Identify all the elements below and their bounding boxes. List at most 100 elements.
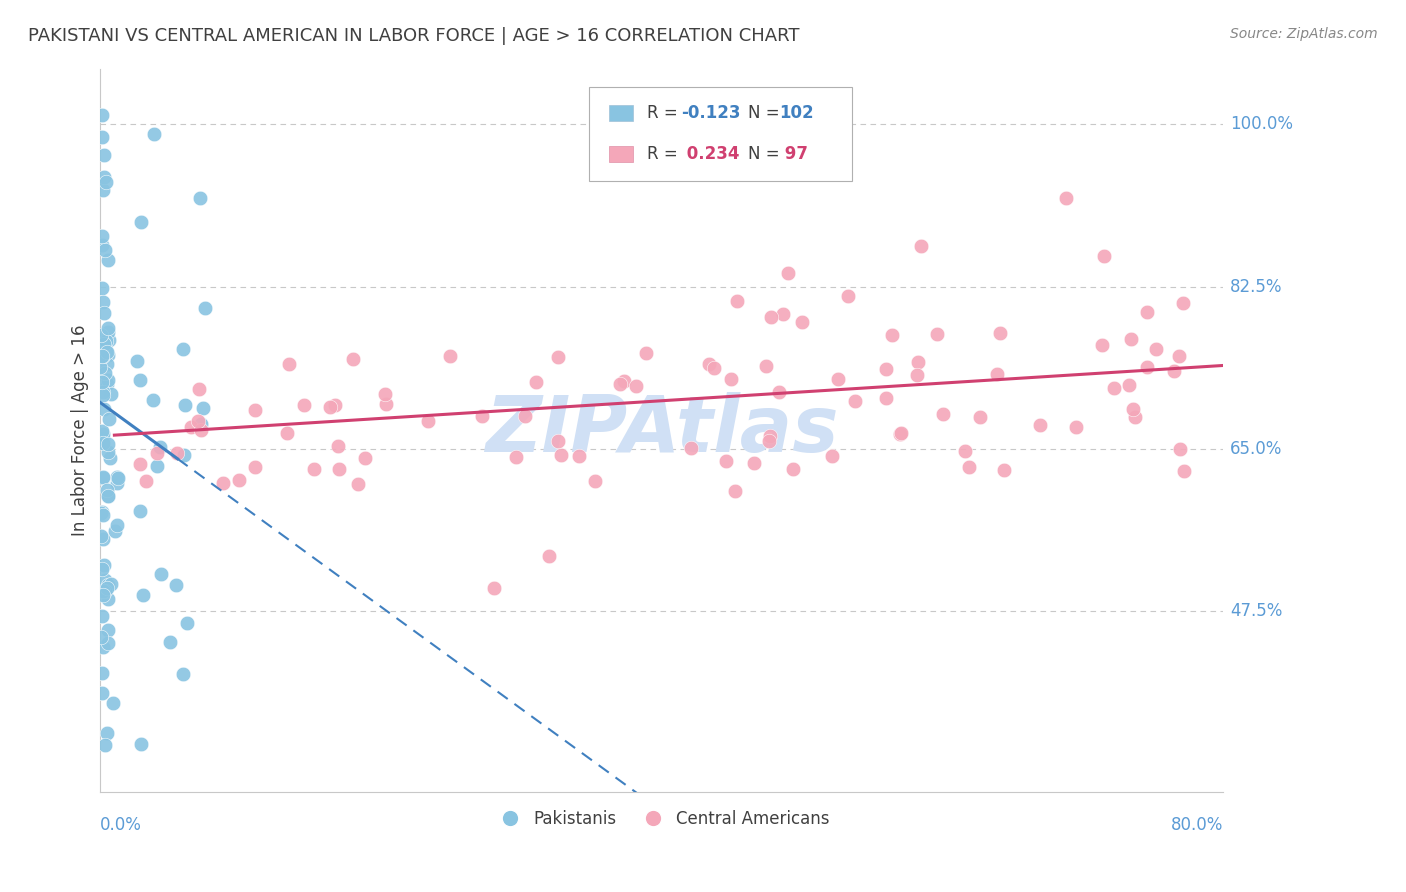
Point — [105, 517, 128, 532]
Point — [1119, 332, 1142, 346]
Point — [714, 453, 737, 467]
Text: 80.0%: 80.0% — [1170, 815, 1223, 834]
FancyBboxPatch shape — [609, 105, 634, 121]
Point — [609, 377, 631, 392]
Legend: Pakistanis, Central Americans: Pakistanis, Central Americans — [486, 804, 837, 835]
Text: 65.0%: 65.0% — [1230, 440, 1282, 458]
Point — [375, 397, 398, 411]
Point — [758, 434, 780, 448]
Point — [228, 473, 250, 487]
Text: 102: 102 — [779, 104, 814, 122]
Point — [720, 372, 742, 386]
Point — [1104, 381, 1126, 395]
Point — [180, 419, 202, 434]
Text: 100.0%: 100.0% — [1230, 115, 1292, 133]
Point — [1122, 402, 1144, 417]
Point — [150, 567, 173, 582]
Text: PAKISTANI VS CENTRAL AMERICAN IN LABOR FORCE | AGE > 16 CORRELATION CHART: PAKISTANI VS CENTRAL AMERICAN IN LABOR F… — [28, 27, 800, 45]
Point — [524, 375, 547, 389]
Point — [190, 423, 212, 437]
Point — [105, 475, 128, 490]
Point — [90, 529, 112, 543]
Point — [188, 191, 211, 205]
Text: ZIPAtlas: ZIPAtlas — [485, 392, 838, 468]
Point — [91, 470, 114, 484]
Point — [837, 289, 859, 303]
Point — [538, 549, 561, 563]
Point — [243, 460, 266, 475]
Point — [91, 349, 114, 363]
Point — [776, 266, 799, 280]
Point — [90, 506, 112, 520]
Point — [128, 457, 150, 471]
Point — [890, 425, 912, 440]
Point — [142, 392, 165, 407]
Point — [953, 444, 976, 458]
Point — [91, 427, 114, 442]
Text: 82.5%: 82.5% — [1230, 277, 1282, 295]
Point — [1091, 338, 1114, 352]
Point — [93, 306, 115, 320]
Point — [172, 343, 194, 357]
Point — [135, 475, 157, 489]
Point — [96, 377, 118, 392]
Point — [105, 470, 128, 484]
Point — [634, 345, 657, 359]
Point — [755, 359, 778, 373]
Point — [471, 409, 494, 423]
Point — [1136, 359, 1159, 374]
Point — [90, 238, 112, 252]
Point — [94, 366, 117, 380]
Point — [90, 686, 112, 700]
Point — [907, 355, 929, 369]
Point — [159, 634, 181, 648]
Point — [97, 347, 120, 361]
Point — [90, 342, 112, 356]
Point — [96, 437, 118, 451]
Point — [89, 359, 111, 374]
Point — [328, 462, 350, 476]
Point — [97, 490, 120, 504]
Point — [97, 373, 120, 387]
Point — [790, 315, 813, 329]
Point — [90, 228, 112, 243]
Point — [292, 398, 315, 412]
Point — [1064, 420, 1087, 434]
Point — [187, 414, 209, 428]
Point — [276, 425, 298, 440]
Point — [97, 489, 120, 503]
Point — [96, 581, 118, 595]
Point — [245, 403, 267, 417]
Point — [342, 351, 364, 366]
Point — [90, 129, 112, 144]
Point — [1054, 191, 1077, 205]
Point — [925, 326, 948, 341]
Point — [90, 630, 112, 644]
Point — [550, 448, 572, 462]
Point — [146, 458, 169, 473]
Point — [742, 456, 765, 470]
Point — [94, 739, 117, 753]
Point — [697, 357, 720, 371]
Text: N =: N = — [748, 145, 785, 163]
Point — [94, 583, 117, 598]
Point — [93, 170, 115, 185]
Point — [97, 623, 120, 637]
Point — [759, 429, 782, 443]
Point — [889, 427, 911, 442]
Point — [782, 462, 804, 476]
Text: 47.5%: 47.5% — [1230, 602, 1282, 621]
Point — [613, 374, 636, 388]
Point — [910, 239, 932, 253]
Point — [97, 578, 120, 592]
Point — [759, 310, 782, 324]
Point — [278, 357, 301, 371]
Point — [347, 477, 370, 491]
Point — [96, 175, 118, 189]
Point — [844, 394, 866, 409]
Point — [90, 328, 112, 343]
Point — [91, 375, 114, 389]
Point — [173, 398, 195, 412]
Text: N =: N = — [748, 104, 785, 122]
Point — [94, 334, 117, 348]
